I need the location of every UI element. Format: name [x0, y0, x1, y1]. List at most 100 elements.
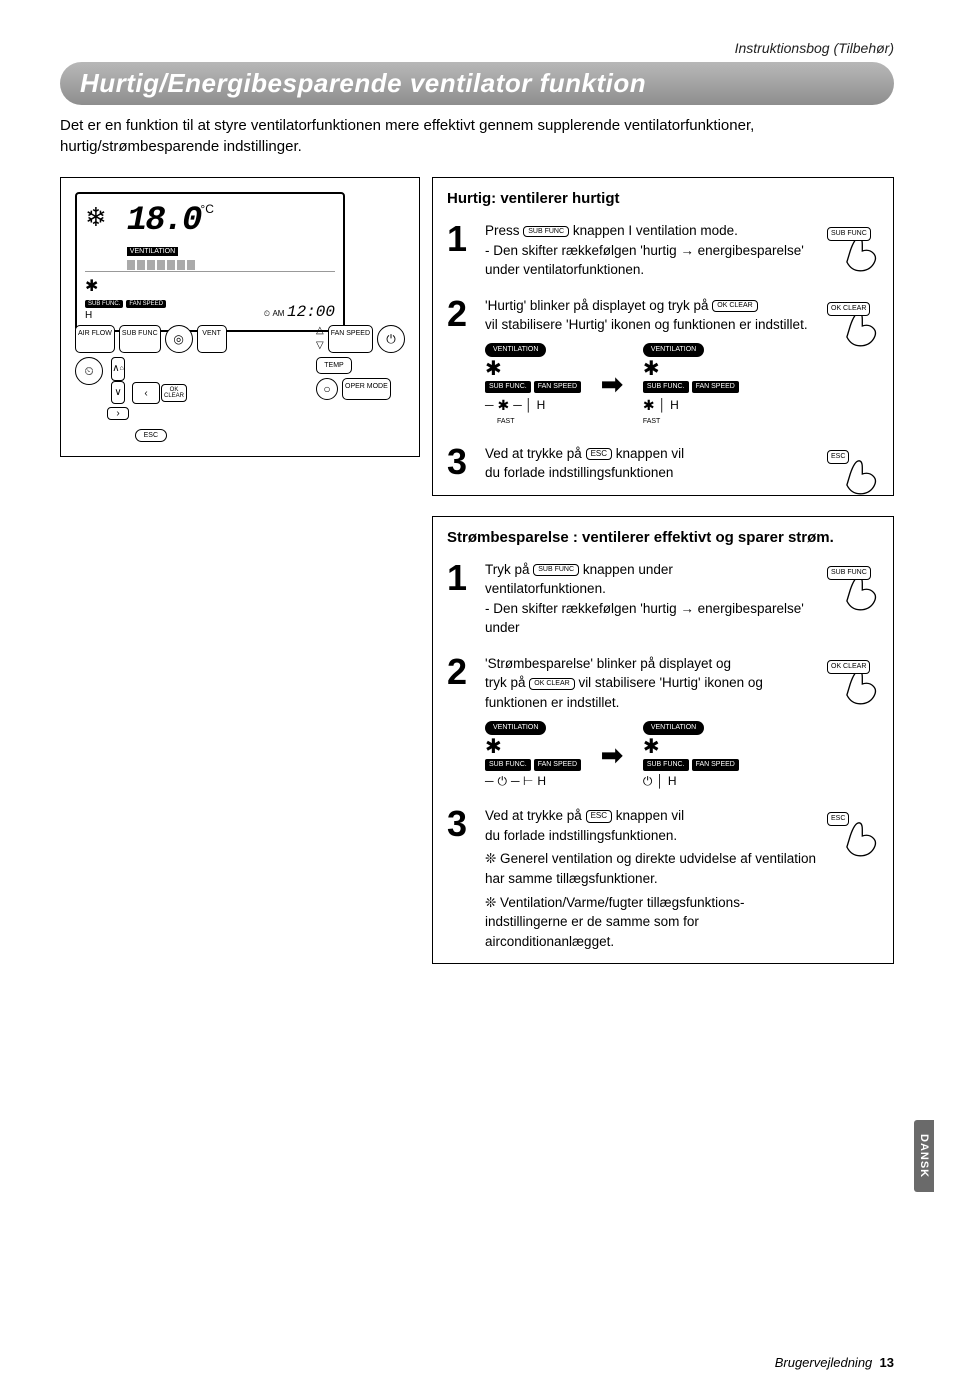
vent-pill: VENTILATION — [485, 343, 546, 357]
lcd-bars — [127, 260, 214, 270]
arrow-icon: ➡ — [601, 366, 623, 404]
chip-subfunc-b1: SUB FUNC. — [485, 759, 531, 771]
remote-device-figure: ❄ 18.0°C VENTILATION ✱ SUB FUNC. — [60, 177, 420, 457]
btn-vent[interactable]: VENT — [197, 325, 227, 353]
a3-text1: Ved at trykke på — [485, 446, 586, 461]
b2-text2a: tryk på — [485, 675, 529, 690]
fan-small-icon: ✱ — [85, 278, 98, 295]
b3-note1: ❊ Generel ventilation og direkte udvidel… — [485, 849, 819, 888]
hand-icon-3: ESC — [827, 444, 879, 496]
btn-small-circle[interactable]: ○ — [316, 378, 338, 400]
vent-state-before: VENTILATION ✱ SUB FUNC.FAN SPEED ─✱─ │H … — [485, 343, 581, 428]
footer-page: 13 — [880, 1355, 894, 1370]
hand-key-2: OK CLEAR — [827, 302, 870, 316]
lcd-fanspeed-chip: FAN SPEED — [126, 300, 166, 308]
hand-key-label: SUB FUNC — [827, 227, 871, 241]
a1-text2: knappen I ventilation mode. — [573, 223, 738, 238]
h-label-b2: H — [668, 773, 677, 790]
btn-clock-icon[interactable]: ⏲ — [75, 357, 103, 385]
btn-right[interactable]: › — [107, 407, 129, 420]
fan-icon-b2: ✱ — [643, 737, 660, 757]
vent-pill-b2: VENTILATION — [643, 721, 704, 735]
chip-fanspeed-2: FAN SPEED — [692, 381, 739, 393]
vent-pill-b1: VENTILATION — [485, 721, 546, 735]
lcd-vent-label: VENTILATION — [127, 247, 178, 256]
b1-text1: Tryk på — [485, 562, 533, 577]
lcd-temp: 18.0 — [127, 202, 201, 240]
vent-state-after: VENTILATION ✱ SUB FUNC.FAN SPEED ✱│H FAS… — [643, 343, 739, 428]
btn-air-flow[interactable]: AIR FLOW — [75, 325, 115, 353]
vent-pill-2: VENTILATION — [643, 343, 704, 357]
fan-icon-b1: ✱ — [485, 737, 502, 757]
b1-text4: - Den skifter rækkefølgen 'hurtig → ener… — [485, 601, 804, 636]
section-energy: Strømbesparelse : ventilerer effektivt o… — [432, 516, 894, 965]
btn-esc[interactable]: ESC — [135, 429, 167, 442]
inline-btn-sub-func: SUB FUNC — [523, 226, 569, 238]
btn-sub-func[interactable]: SUB FUNC — [119, 325, 161, 353]
inline-btn-sub-func-b: SUB FUNC — [533, 564, 579, 576]
btn-power[interactable]: ⏻ — [377, 325, 405, 353]
inline-btn-esc-b: ESC — [586, 810, 612, 823]
h-label-b1: H — [537, 773, 546, 790]
fan-icon: ✱ — [485, 359, 502, 379]
lcd-subfunc-chip: SUB FUNC. — [85, 300, 123, 308]
hand-icon-b1: SUB FUNC — [827, 560, 879, 612]
btn-down[interactable]: ∨ — [111, 381, 125, 405]
lcd-h: H — [85, 310, 166, 321]
btn-left[interactable]: ‹ — [132, 382, 160, 404]
intro-text: Det er en funktion til at styre ventilat… — [60, 115, 894, 157]
lcd-temp-unit: °C — [200, 202, 213, 216]
a2-text1: 'Hurtig' blinker på displayet og tryk på — [485, 298, 712, 313]
lcd-clock-ampm: AM — [272, 309, 284, 318]
vent-state-after-b: VENTILATION ✱ SUB FUNC.FAN SPEED ⏻│H — [643, 721, 739, 791]
b2-text1: 'Strømbesparelse' blinker på displayet o… — [485, 656, 731, 671]
step-num-b2: 2 — [447, 654, 475, 790]
btn-ok-clear[interactable]: OK CLEAR — [161, 384, 187, 402]
a3-text2: knappen vil — [616, 446, 684, 461]
footer: Brugervejledning 13 — [775, 1355, 894, 1370]
a1-text3: - Den skifter rækkefølgen 'hurtig → ener… — [485, 243, 804, 278]
step-num-a1: 1 — [447, 221, 475, 280]
b1-text3: ventilatorfunktionen. — [485, 581, 606, 596]
btn-fan-speed[interactable]: FAN SPEED — [328, 325, 373, 353]
vent-state-before-b: VENTILATION ✱ SUB FUNC.FAN SPEED ─⏻─ ⊢H — [485, 721, 581, 791]
b1-text2: knappen under — [583, 562, 673, 577]
h-label-2: H — [670, 397, 679, 414]
b3-text1: Ved at trykke på — [485, 808, 586, 823]
btn-up[interactable]: ∧⌂ — [111, 357, 125, 381]
fan-icon-2: ✱ — [643, 359, 660, 379]
chip-fanspeed-b2: FAN SPEED — [692, 759, 739, 771]
b3-text3: du forlade indstillingsfunktionen. — [485, 828, 677, 843]
hand-key-3: ESC — [827, 450, 849, 464]
lcd-screen: ❄ 18.0°C VENTILATION ✱ SUB FUNC. — [75, 192, 345, 332]
inline-btn-esc: ESC — [586, 448, 612, 461]
btn-target-icon[interactable]: ◎ — [165, 325, 193, 353]
page-title: Hurtig/Energibesparende ventilator funkt… — [80, 68, 874, 99]
page-title-pill: Hurtig/Energibesparende ventilator funkt… — [60, 62, 894, 105]
hand-icon-b3: ESC — [827, 806, 879, 858]
a1-text1: Press — [485, 223, 523, 238]
chip-subfunc-b2: SUB FUNC. — [643, 759, 689, 771]
b3-text2: knappen vil — [616, 808, 684, 823]
section-fast-title: Hurtig: ventilerer hurtigt — [447, 190, 879, 207]
step-num-a2: 2 — [447, 296, 475, 428]
a3-text3: du forlade indstillingsfunktionen — [485, 465, 673, 480]
snowflake-icon: ❄ — [85, 202, 107, 233]
btn-oper-mode[interactable]: OPER MODE — [342, 378, 391, 400]
section-fast: Hurtig: ventilerer hurtigt 1 Press SUB F… — [432, 177, 894, 496]
hand-icon-b2: OK CLEAR — [827, 654, 879, 706]
fast-label: FAST — [497, 417, 515, 427]
step-num-b3: 3 — [447, 806, 475, 951]
b2-text2b: vil stabilisere 'Hurtig' ikonen og — [578, 675, 763, 690]
hand-key-b3: ESC — [827, 812, 849, 826]
footer-label: Brugervejledning — [775, 1355, 873, 1370]
chip-fanspeed-b1: FAN SPEED — [534, 759, 581, 771]
header-meta: Instruktionsbog (Tilbehør) — [60, 40, 894, 56]
a2-text2: vil stabilisere 'Hurtig' ikonen og funkt… — [485, 317, 808, 332]
chip-subfunc: SUB FUNC. — [485, 381, 531, 393]
section-energy-title: Strømbesparelse : ventilerer effektivt o… — [447, 529, 879, 546]
step-num-a3: 3 — [447, 444, 475, 483]
step-num-b1: 1 — [447, 560, 475, 638]
btn-temp[interactable]: TEMP — [316, 357, 352, 374]
hand-key-b2: OK CLEAR — [827, 660, 870, 674]
